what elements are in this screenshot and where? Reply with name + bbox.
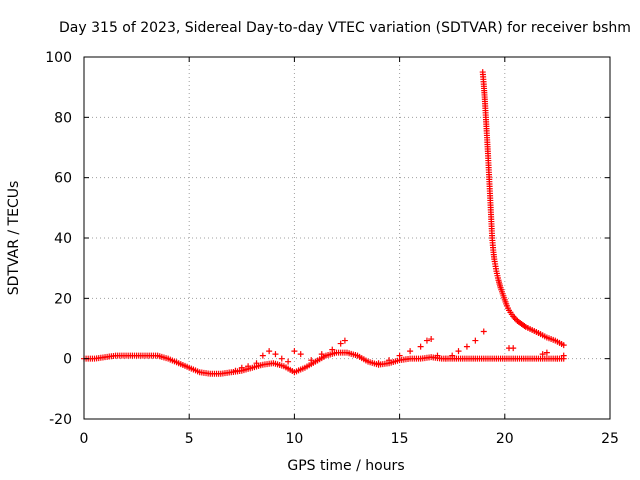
data-point [407,348,414,355]
data-points [81,69,567,377]
data-point [480,328,487,335]
x-tick-label: 20 [496,431,514,447]
data-point [297,351,304,358]
data-point [285,358,292,365]
data-point [232,367,239,374]
data-point [386,357,393,364]
y-tick-label: 20 [54,291,72,307]
x-axis-ticks: 0 5 10 15 20 25 [80,57,619,447]
x-tick-label: 5 [185,431,194,447]
data-point [543,349,550,356]
data-point [472,337,479,344]
chart-title: Day 315 of 2023, Sidereal Day-to-day VTE… [59,20,631,36]
data-point [455,348,462,355]
x-tick-label: 10 [285,431,303,447]
y-tick-label: 0 [63,352,72,368]
data-point [329,346,336,353]
y-tick-label: 80 [54,110,72,126]
data-point [272,351,279,358]
data-point [238,364,245,371]
data-point [449,352,456,359]
data-point [463,343,470,350]
data-point [554,355,561,362]
data-point [396,352,403,359]
grid-lines [84,57,610,419]
y-tick-label: -20 [49,412,72,428]
data-point [560,342,567,349]
data-point [560,352,567,359]
data-point [510,345,517,352]
data-point [417,343,424,350]
data-point [308,357,315,364]
data-point [245,363,252,370]
data-point [337,340,344,347]
data-point [291,348,298,355]
data-point [434,352,441,359]
data-point [341,337,348,344]
data-point [442,355,449,362]
x-axis-label: GPS time / hours [287,458,404,474]
data-point [428,336,435,343]
x-tick-label: 25 [601,431,619,447]
x-tick-label: 15 [391,431,409,447]
y-axis-label: SDTVAR / TECUs [6,181,22,296]
y-tick-label: 100 [45,50,72,66]
data-point [318,351,325,358]
plot-frame [83,56,611,420]
data-point [539,351,546,358]
y-tick-label: 60 [54,171,72,187]
data-point [259,352,266,359]
data-point [423,337,430,344]
y-tick-label: 40 [54,231,72,247]
data-point [375,360,382,367]
data-point [278,355,285,362]
x-tick-label: 0 [80,431,89,447]
y-axis-ticks: -20 0 20 40 60 80 100 [45,50,610,428]
data-point [253,360,260,367]
data-point [266,348,273,355]
